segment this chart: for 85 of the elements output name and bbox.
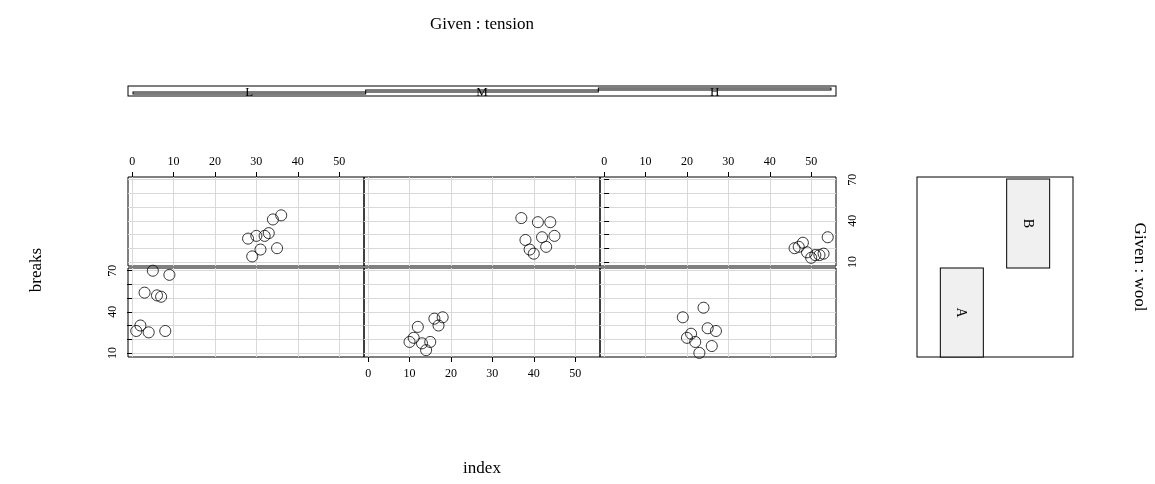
point [548, 229, 561, 242]
point [805, 251, 818, 264]
point [709, 324, 722, 337]
point [531, 216, 544, 229]
x-tick-label: 50 [569, 366, 582, 380]
point [527, 247, 540, 260]
x-tick-label: 50 [333, 154, 346, 168]
x-tick-label: 20 [208, 154, 221, 168]
point [436, 311, 449, 324]
x-tick-label: 30 [250, 154, 263, 168]
y-tick-label: 10 [845, 255, 859, 268]
x-tick-label: 50 [805, 154, 818, 168]
point [701, 322, 714, 335]
text: Given : tension [430, 13, 535, 33]
point [705, 340, 718, 353]
point [155, 290, 168, 303]
text: A [954, 307, 970, 319]
x-tick-label: 40 [763, 154, 776, 168]
point [540, 240, 553, 253]
x-tick-label: 40 [291, 154, 304, 168]
point [242, 232, 255, 245]
x-tick-label: 10 [167, 154, 180, 168]
point [163, 268, 176, 281]
point [432, 319, 445, 332]
point [146, 264, 159, 277]
point [821, 231, 834, 244]
point [693, 346, 706, 359]
y-tick-label: 40 [105, 305, 119, 318]
point [266, 213, 279, 226]
point [523, 243, 536, 256]
x-tick-label: 30 [486, 366, 499, 380]
point [415, 337, 428, 350]
point [801, 246, 814, 259]
point [130, 324, 143, 337]
point [809, 249, 822, 262]
text: B [1020, 218, 1036, 229]
x-tick-label: 20 [680, 154, 693, 168]
x-tick-label: 0 [129, 154, 136, 168]
point [536, 231, 549, 244]
y-tick-label: 10 [105, 346, 119, 359]
point [275, 209, 288, 222]
y-tick-label: 70 [105, 264, 119, 277]
point [403, 335, 416, 348]
point [420, 344, 433, 357]
point [246, 250, 259, 263]
point [680, 331, 693, 344]
point [424, 335, 437, 348]
point [685, 327, 698, 340]
point [150, 289, 163, 302]
point [411, 320, 424, 333]
point [254, 243, 267, 256]
text: H [709, 83, 720, 99]
x-tick-label: 0 [365, 366, 372, 380]
x-tick-label: 0 [601, 154, 608, 168]
point [697, 301, 710, 314]
point [134, 319, 147, 332]
point [788, 242, 801, 255]
point [262, 227, 275, 240]
point [519, 233, 532, 246]
point [258, 229, 271, 242]
x-tick-label: 20 [444, 366, 457, 380]
point [138, 286, 151, 299]
y-axis-title: breaks [25, 247, 45, 293]
point [792, 240, 805, 253]
point [544, 216, 557, 229]
point [250, 229, 263, 242]
point [271, 242, 284, 255]
x-axis-title: index [463, 457, 502, 477]
text: Given : wool [1130, 222, 1150, 312]
y-tick-label: 40 [845, 214, 859, 227]
point [159, 324, 172, 337]
point [813, 249, 826, 262]
x-tick-label: 40 [527, 366, 540, 380]
x-tick-label: 10 [639, 154, 652, 168]
point [796, 236, 809, 249]
point [515, 212, 528, 225]
point [676, 311, 689, 324]
point [407, 331, 420, 344]
x-tick-label: 30 [722, 154, 735, 168]
point [689, 335, 702, 348]
point [817, 247, 830, 260]
point [428, 312, 441, 325]
x-tick-label: 10 [403, 366, 416, 380]
point [142, 326, 155, 339]
y-tick-label: 70 [845, 173, 859, 186]
